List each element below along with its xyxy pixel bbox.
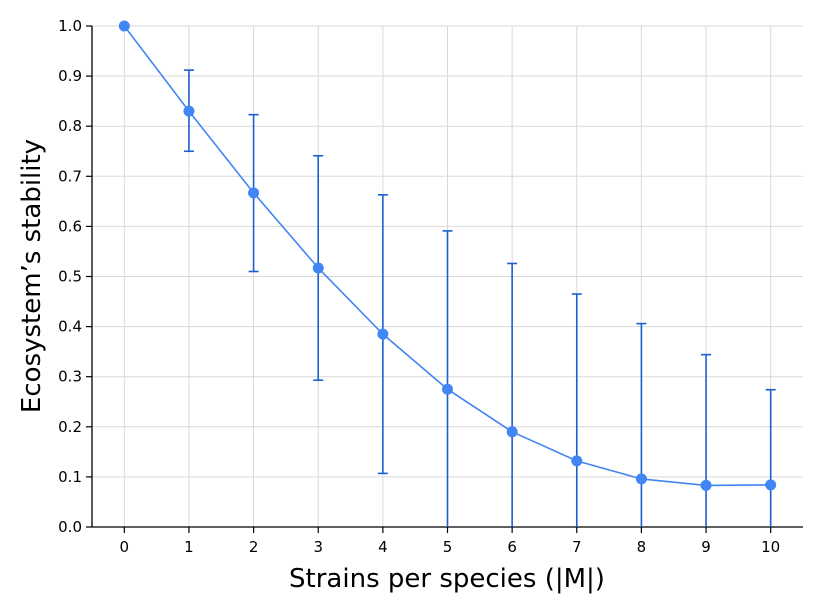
x-axis-label: Strains per species (|M|) [289, 564, 605, 594]
y-tick-label-2: 0.2 [58, 418, 82, 436]
y-tick-label-0: 0.0 [58, 518, 82, 536]
data-point-8 [635, 473, 647, 485]
data-point-6 [506, 426, 518, 438]
x-tick-label-10: 10 [761, 538, 780, 556]
error-bars [183, 69, 776, 527]
x-tick-label-4: 4 [378, 538, 388, 556]
y-tick-label-7: 0.7 [58, 167, 82, 185]
y-axis-label: Ecosystem’s stability [17, 139, 47, 413]
y-ticks: 0.0 0.1 0.2 0.3 0.4 0.5 0.6 0.7 0.8 0.9 1.0 [58, 17, 92, 536]
x-tick-label-0: 0 [120, 538, 130, 556]
data-point-3 [312, 262, 324, 274]
y-tick-label-8: 0.8 [58, 117, 82, 135]
x-tick-label-2: 2 [249, 538, 259, 556]
data-point-0 [118, 20, 130, 32]
data-point-2 [248, 187, 260, 199]
x-tick-label-6: 6 [507, 538, 517, 556]
y-tick-label-6: 0.6 [58, 217, 82, 235]
data-point-5 [442, 383, 453, 395]
y-tick-label-10: 1.0 [58, 17, 82, 35]
x-tick-label-9: 9 [701, 538, 711, 556]
x-tick-label-8: 8 [637, 538, 647, 556]
y-tick-label-1: 0.1 [58, 468, 82, 486]
y-tick-label-4: 0.4 [58, 318, 82, 336]
y-tick-label-3: 0.3 [58, 368, 82, 386]
data-point-1 [183, 105, 195, 117]
data-point-10 [765, 479, 777, 491]
y-tick-label-9: 0.9 [58, 67, 82, 85]
x-ticks: 0 1 2 3 4 5 6 7 8 9 10 [120, 527, 780, 556]
x-tick-label-3: 3 [313, 538, 323, 556]
y-tick-label-5: 0.5 [58, 268, 82, 286]
data-point-7 [571, 455, 583, 467]
series [118, 20, 777, 491]
x-tick-label-5: 5 [443, 538, 453, 556]
data-point-4 [377, 328, 389, 340]
x-tick-label-1: 1 [184, 538, 194, 556]
x-tick-label-7: 7 [572, 538, 582, 556]
data-point-9 [700, 479, 712, 491]
